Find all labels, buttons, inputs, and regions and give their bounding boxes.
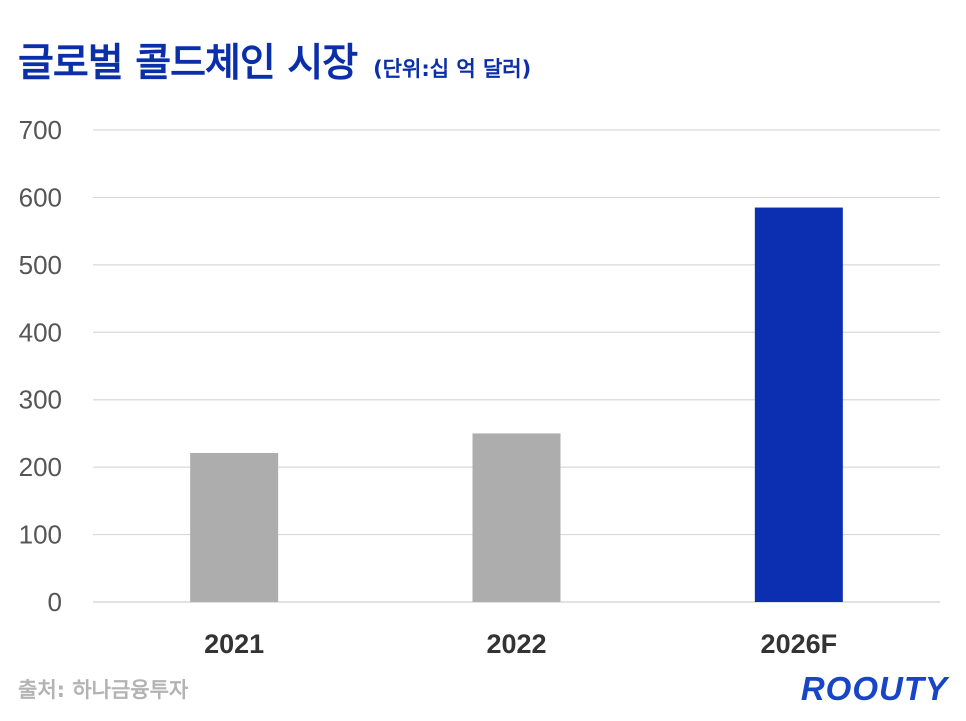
x-tick-label: 2022 — [486, 629, 546, 659]
chart-title: 글로벌 콜드체인 시장 — [18, 41, 358, 86]
bars — [190, 207, 843, 603]
y-tick-label: 200 — [19, 452, 62, 482]
y-tick-label: 700 — [19, 115, 62, 145]
y-tick-label: 400 — [19, 317, 62, 347]
bar-2021 — [190, 452, 279, 602]
y-tick-label: 300 — [19, 385, 62, 415]
unit-label: (단위:십 억 달러) — [373, 57, 532, 81]
bar-2026f — [754, 207, 843, 603]
chart-header: 글로벌 콜드체인 시장 (단위:십 억 달러) — [18, 32, 531, 88]
source-note: 출처: 하나금융투자 — [18, 678, 189, 702]
brand-logo: ROOUTY — [800, 670, 948, 707]
y-axis-ticks: 0 100 200 300 400 500 600 700 — [19, 115, 62, 617]
y-tick-label: 0 — [48, 587, 62, 617]
y-tick-label: 600 — [19, 182, 62, 212]
y-tick-label: 100 — [19, 520, 62, 550]
y-tick-label: 500 — [19, 250, 62, 280]
x-tick-label: 2021 — [204, 629, 264, 659]
x-tick-label: 2026F — [761, 629, 838, 659]
x-axis-labels: 2021 2022 2026F — [204, 629, 837, 659]
bar-2022 — [472, 433, 561, 602]
